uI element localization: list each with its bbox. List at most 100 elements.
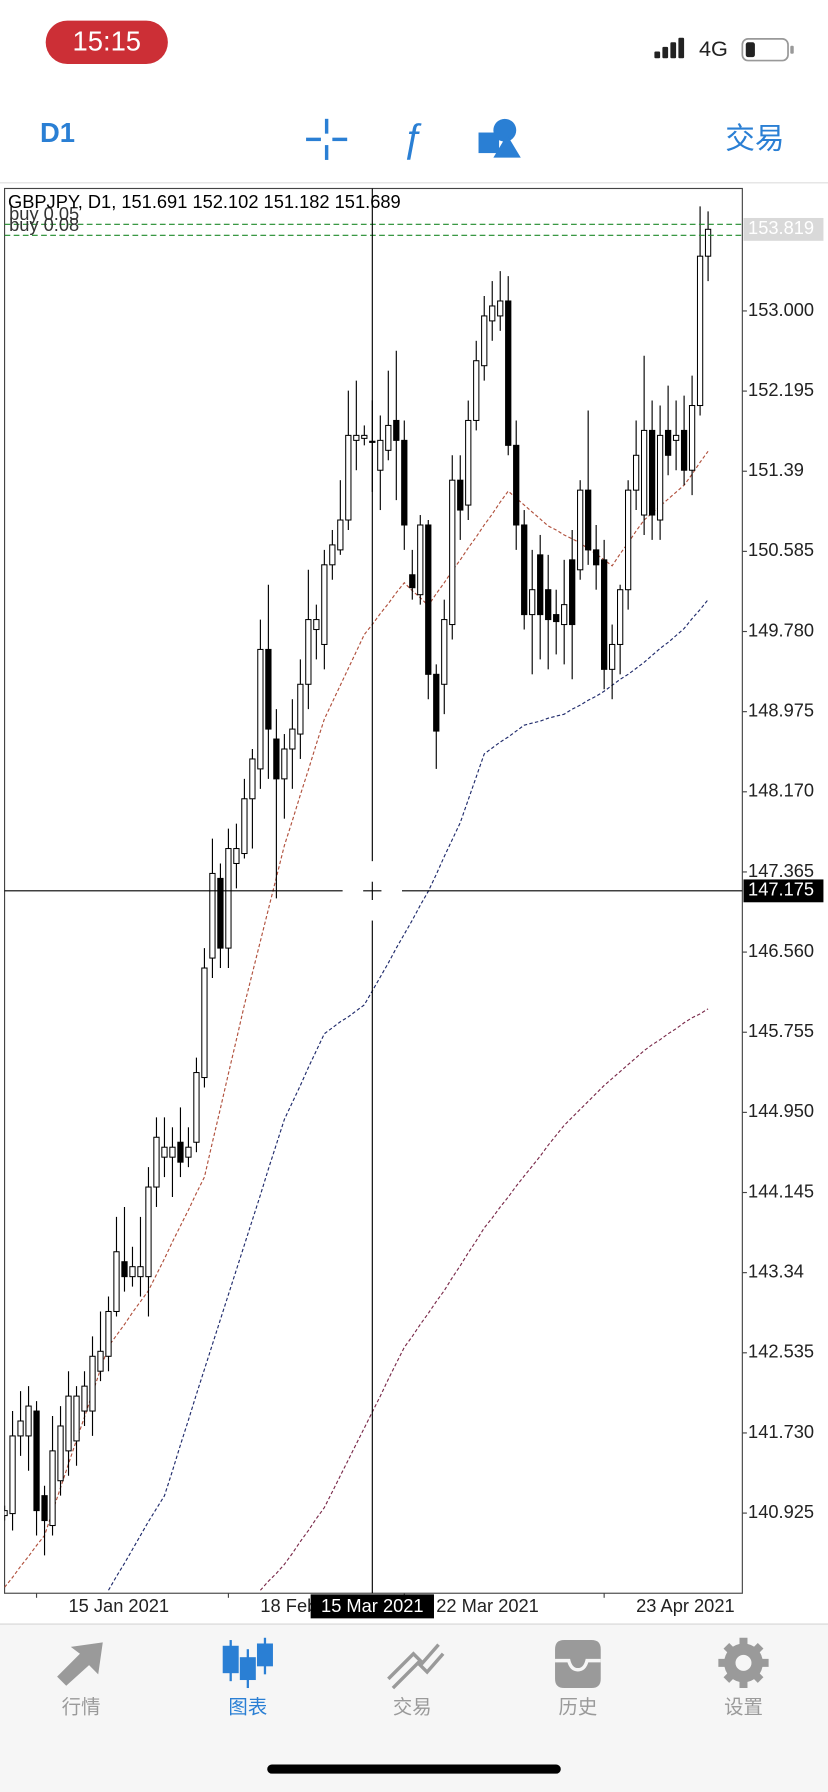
candle-body [361,434,368,439]
tab-labels: 行情 图表 交易 历史 设置 [62,1697,763,1719]
y-tick-label: 149.780 [748,619,814,640]
y-tick-label: 150.585 [748,539,814,560]
candle-body [97,1350,104,1372]
moving-average-line [259,1008,709,1591]
y-tick-label: 152.195 [748,379,814,400]
tab-label[interactable]: 行情 [62,1697,101,1719]
candle-body [577,489,584,571]
settings-icon[interactable] [718,1637,769,1689]
candle-body [609,643,616,670]
y-tick-label: 141.730 [748,1421,814,1442]
candle-body [481,315,488,367]
candle-body [313,619,320,631]
candle-body [113,1251,120,1313]
candle-body [433,673,440,732]
candle-body [664,429,672,456]
candle-body [321,564,328,645]
candle-body [17,1420,24,1437]
last-price-box [743,217,824,241]
candle-body [161,1146,168,1158]
y-tick-label: 144.145 [748,1180,814,1201]
crosshair-button[interactable] [306,118,348,160]
candle-body [401,439,408,526]
moving-average-line [4,450,709,1588]
candle-body [137,1266,144,1278]
candle-body [121,1261,128,1278]
tab-label[interactable]: 交易 [393,1697,432,1719]
chart-overlay: 140.925 141.730 142.535 143.34 144.145 144.95… [4,188,824,1619]
candle-body [337,519,344,551]
candle-body [569,559,576,626]
candle-body [201,967,208,1079]
candle-body [169,1146,176,1158]
candle-body [704,228,712,257]
tab-label[interactable]: 图表 [228,1697,267,1719]
y-tick-label: 145.755 [748,1020,814,1041]
candle-body [4,1510,8,1517]
candle-body [409,574,416,589]
candle-body [241,798,248,855]
candle-body [593,549,600,566]
crosshair-date-label: 15 Mar 2021 [321,1595,424,1616]
indicators-button[interactable]: ƒ [401,117,423,161]
candle-body [632,454,640,491]
candle-body [249,758,256,800]
candle-body [305,619,312,685]
time-pill [45,20,168,65]
candle-body [345,434,352,521]
trade-icon[interactable] [387,1643,445,1690]
y-tick-label: 151.39 [748,459,804,480]
candle-body [505,300,512,446]
status-bar: 15:15 4G [45,20,794,65]
candle-body [329,544,336,566]
toolbar: D1 ƒ 交易 [0,117,828,184]
timeframe-button[interactable]: D1 [40,117,75,148]
candle-body [225,848,232,949]
candle-body [648,429,656,516]
objects-button[interactable] [478,118,521,158]
y-tick-label: 148.975 [748,699,814,720]
candle-body [233,848,240,864]
y-tick-label: 147.365 [748,860,814,881]
candle-body [65,1395,72,1452]
order-label: buy 0.08 [9,214,79,235]
candle-body [425,524,432,675]
candle-body [105,1310,112,1357]
tab-label[interactable]: 设置 [724,1697,763,1719]
candle-body [417,524,424,596]
candle-body [289,728,296,750]
candle-body [129,1266,136,1278]
candle-body [81,1385,88,1412]
y-tick-label: 148.170 [748,780,814,801]
candle-body [153,1136,160,1188]
candle-body [273,738,280,780]
y-tick-label: 143.34 [748,1260,804,1281]
trade-button[interactable]: 交易 [725,122,784,155]
chart-icon[interactable] [222,1637,273,1689]
candle-body [9,1435,16,1515]
quotes-icon[interactable] [57,1642,103,1686]
candle-body [353,434,360,441]
signal-icon [654,37,685,59]
candle-body [553,614,560,623]
crosshair-price-label: 147.175 [748,879,814,900]
network-label: 4G [699,36,728,61]
tab-label[interactable]: 历史 [558,1697,597,1719]
candle-body [457,479,464,511]
candle-body [217,877,224,949]
candle-body [177,1141,184,1163]
candle-body [25,1405,32,1437]
candle-body [265,648,272,730]
y-tick-label: 146.560 [748,940,814,961]
home-indicator [267,1764,561,1774]
candle-body [49,1450,56,1527]
candle-body [561,604,568,626]
candle-body [33,1410,40,1512]
candle-body [545,589,552,621]
history-icon[interactable] [555,1640,601,1689]
order-label: buy 0.05 [9,203,79,224]
candle-body [281,748,288,780]
y-tick-label: 140.925 [748,1501,814,1522]
candle-body [257,648,264,770]
